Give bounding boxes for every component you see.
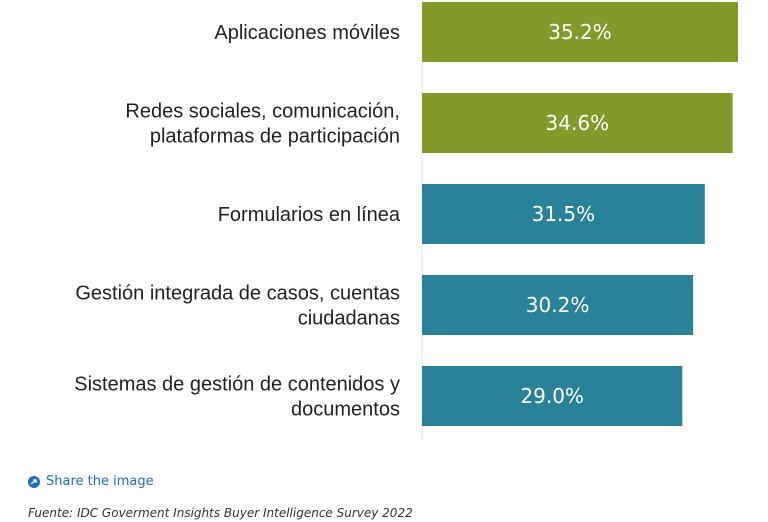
category-label-line: Gestión integrada de casos, cuentas [75, 283, 400, 305]
bar-3 [422, 275, 694, 335]
share-image-label: Share the image [46, 474, 154, 489]
bars-group: 35.2% Aplicaciones móviles 34.6% Redes soci… [74, 2, 738, 426]
bar-chart: 35.2% Aplicaciones móviles 34.6% Redes soci… [74, 0, 738, 440]
value-label-1: 34.6% [546, 111, 610, 135]
bar-2 [422, 184, 705, 244]
category-label-line: Sistemas de gestión de contenidos y [74, 374, 400, 396]
share-icon [28, 475, 40, 488]
category-label-line: ciudadanas [298, 308, 400, 330]
category-label-4: Sistemas de gestión de contenidos y docum… [74, 374, 400, 421]
category-label-line: documentos [291, 399, 400, 421]
category-label-2: Formularios en línea [218, 204, 401, 226]
value-label-0: 35.2% [548, 20, 612, 44]
category-label-0: Aplicaciones móviles [214, 22, 400, 44]
bar-1 [422, 93, 733, 153]
bar-0 [422, 2, 738, 62]
value-label-3: 30.2% [526, 293, 590, 317]
category-label-line: plataformas de participación [150, 126, 400, 148]
bar-4 [422, 366, 683, 426]
category-label-1: Redes sociales, comunicación, plataformas… [125, 101, 400, 148]
category-label-line: Aplicaciones móviles [214, 22, 400, 44]
value-label-4: 29.0% [520, 384, 584, 408]
category-label-3: Gestión integrada de casos, cuentas ciuda… [75, 283, 400, 330]
value-label-2: 31.5% [532, 202, 596, 226]
source-note: Fuente: IDC Goverment Insights Buyer Int… [28, 506, 413, 520]
category-label-line: Formularios en línea [218, 204, 401, 226]
category-label-line: Redes sociales, comunicación, [125, 101, 400, 123]
share-image-link[interactable]: Share the image [28, 474, 154, 489]
